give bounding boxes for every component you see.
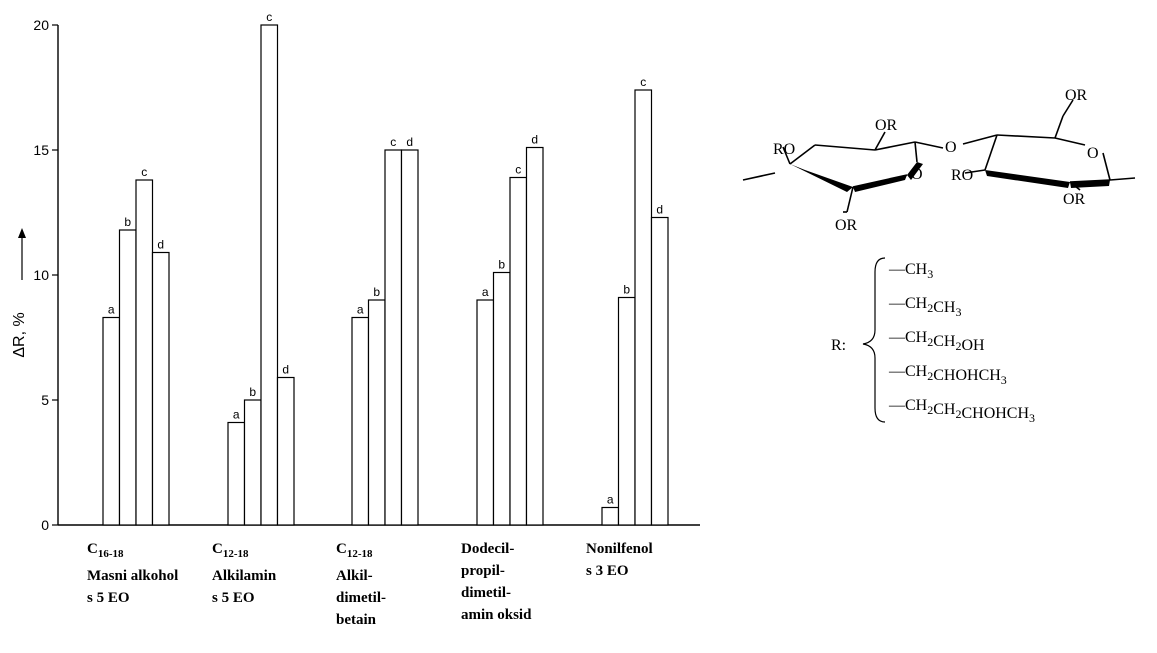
category-label-line: dimetil- xyxy=(461,585,511,601)
bar xyxy=(525,146,544,526)
bar xyxy=(260,24,279,526)
bar xyxy=(384,149,403,526)
bar xyxy=(351,316,370,526)
bar-label: d xyxy=(282,363,289,377)
bar xyxy=(650,216,669,526)
category-label-line: amin oksid xyxy=(461,607,532,623)
category-label-line: propil- xyxy=(461,563,505,579)
bar-label: a xyxy=(233,408,240,422)
category-label: Dodecil-propil-dimetil-amin oksid xyxy=(461,538,531,626)
bar xyxy=(492,271,511,526)
substituent: —CH2CH2OH xyxy=(888,329,985,354)
bar-label: d xyxy=(406,135,413,149)
bar xyxy=(509,176,528,526)
bar xyxy=(102,316,121,526)
bar xyxy=(400,149,419,526)
category-label-line: C16-18 xyxy=(87,541,124,560)
substituent: —CH3 xyxy=(888,261,933,281)
bar xyxy=(276,376,295,526)
bar-label: a xyxy=(108,303,115,317)
y-tick-label: 20 xyxy=(33,17,49,33)
category-label-line: Masni alkohol xyxy=(87,568,179,584)
category-label-line: C12-18 xyxy=(336,541,373,560)
ring-label: O xyxy=(911,166,923,183)
ring-label: O xyxy=(945,139,957,156)
ring-label: OR xyxy=(875,117,898,134)
bar-label: b xyxy=(373,285,380,299)
bar xyxy=(135,179,154,526)
bar-label: b xyxy=(623,283,630,297)
bar-label: c xyxy=(141,165,147,179)
y-tick-label: 10 xyxy=(33,267,49,283)
bar-label: d xyxy=(531,133,538,147)
ring-label: O xyxy=(1087,145,1099,162)
category-label-line: betain xyxy=(336,612,377,628)
category-label-line: s 3 EO xyxy=(586,563,629,579)
substituent: —CH2CH2CHOHCH3 xyxy=(888,397,1035,425)
bar xyxy=(118,229,137,526)
category-label-line: Alkil- xyxy=(336,568,373,584)
y-tick-label: 5 xyxy=(41,392,49,408)
category-label-line: dimetil- xyxy=(336,590,386,606)
category-label-line: s 5 EO xyxy=(212,590,255,606)
bar-label: b xyxy=(498,258,505,272)
bar-label: d xyxy=(157,238,164,252)
substituent: —CH2CHOHCH3 xyxy=(888,363,1007,387)
bar xyxy=(367,299,386,526)
y-axis-arrowhead xyxy=(18,228,26,238)
substituent: —CH2CH3 xyxy=(888,295,961,319)
bar-label: c xyxy=(266,10,272,24)
category-label: C12-18 Alkil-dimetil-betain xyxy=(336,538,386,631)
bar xyxy=(476,299,495,526)
bar xyxy=(634,89,653,526)
category-label-line: Alkilamin xyxy=(212,568,277,584)
category-label: Nonilfenol s 3 EO xyxy=(586,538,653,582)
bar-label: c xyxy=(640,75,646,89)
cellulose-ether-structure: OR RO O OR O RO O OR OR R: —CH3—CH2CH3—C… xyxy=(742,87,1136,425)
y-axis-label: ΔR, % xyxy=(11,312,28,357)
y-tick-label: 0 xyxy=(41,517,49,533)
category-label-line: Dodecil- xyxy=(461,541,515,557)
ring-label: OR xyxy=(835,217,858,234)
bar-label: a xyxy=(357,303,364,317)
ring-label: OR xyxy=(1065,87,1088,104)
r-prefix: R: xyxy=(831,337,846,354)
ring-label: OR xyxy=(1063,191,1086,208)
bar-label: b xyxy=(249,385,256,399)
category-label-line: C12-18 xyxy=(212,541,249,560)
substituent-list: —CH3 —CH2CH3 —CH2CH2OH —CH2CHOHCH3 —CH2CH2CH… xyxy=(888,261,1035,425)
ring-label: RO xyxy=(951,167,973,184)
bar-label: c xyxy=(390,135,396,149)
category-label-line: Nonilfenol xyxy=(586,541,653,557)
bar xyxy=(601,506,620,526)
category-label: C12-18 Alkilamin s 5 EO xyxy=(212,538,276,609)
bar-label: d xyxy=(656,203,663,217)
bar-label: b xyxy=(124,215,131,229)
category-label: C16-18 Masni alkohol s 5 EO xyxy=(87,538,178,609)
category-label-line: s 5 EO xyxy=(87,590,130,606)
bar xyxy=(617,296,636,526)
bar-label: a xyxy=(482,285,489,299)
bar-label: c xyxy=(515,163,521,177)
ring-label: RO xyxy=(773,141,795,158)
bar xyxy=(227,421,246,526)
bar xyxy=(243,399,262,526)
y-tick-label: 15 xyxy=(33,142,49,158)
bar-label: a xyxy=(607,493,614,507)
bar xyxy=(151,251,170,526)
